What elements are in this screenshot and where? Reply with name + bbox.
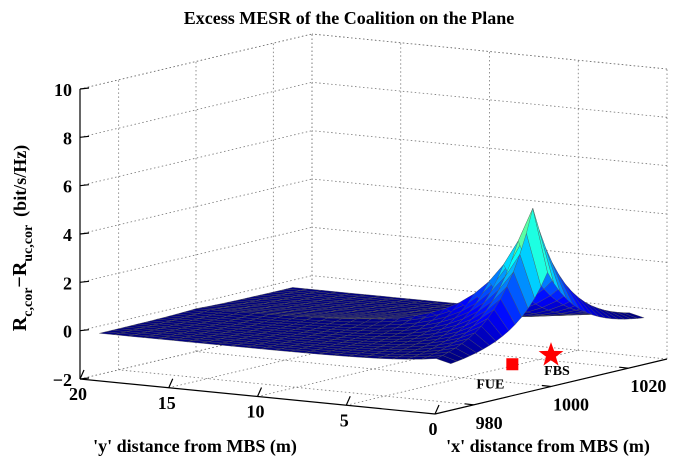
z-tick bbox=[79, 232, 90, 235]
z-tick-label: 4 bbox=[63, 225, 72, 245]
y-tick bbox=[434, 404, 440, 415]
z-tick bbox=[79, 377, 90, 380]
grid-line-top bbox=[79, 33, 313, 90]
x-tick-label: 980 bbox=[476, 413, 503, 433]
y-tick-label: 5 bbox=[340, 410, 349, 430]
z-tick bbox=[79, 87, 90, 90]
surface-patch bbox=[622, 312, 645, 319]
y-tick bbox=[345, 396, 351, 406]
z-label-sub2: uc,cor bbox=[21, 225, 36, 262]
marker-fbs bbox=[538, 342, 564, 366]
z-tick bbox=[79, 280, 90, 283]
surface-layer bbox=[99, 207, 645, 364]
z-tick-label: 0 bbox=[63, 322, 72, 342]
marker-label-fbs: FBS bbox=[544, 364, 570, 379]
z-axis-label: Rc,cor−Ruc,cor (bit/s/Hz) bbox=[9, 145, 36, 331]
grid-line-side-z bbox=[311, 33, 668, 70]
grid-line-back-z bbox=[79, 33, 313, 90]
x-tick-label: 1020 bbox=[630, 376, 666, 396]
y-tick-label: 10 bbox=[247, 402, 265, 422]
chart-title: Excess MESR of the Coalition on the Plan… bbox=[184, 8, 515, 28]
z-tick bbox=[79, 184, 90, 187]
z-label-sub1: c,cor bbox=[21, 288, 36, 317]
z-tick-label: 10 bbox=[54, 80, 72, 100]
grid-line-side-z bbox=[311, 81, 668, 118]
z-label-minus-r: −R bbox=[9, 261, 31, 287]
marker-layer: FUE FBS bbox=[476, 342, 570, 392]
marker-fue bbox=[506, 358, 519, 371]
grid-line-side-z bbox=[311, 275, 668, 312]
grid-line-side-z bbox=[311, 226, 668, 263]
y-tick bbox=[79, 369, 85, 380]
x-tick bbox=[619, 366, 629, 369]
grid-line-top bbox=[311, 33, 668, 70]
z-tick-label: 2 bbox=[63, 273, 72, 293]
z-tick-label: 6 bbox=[63, 177, 72, 197]
y-axis-label: 'y' distance from MBS (m) bbox=[93, 436, 297, 457]
z-tick-label: −2 bbox=[53, 370, 72, 390]
grid-line-floor-x bbox=[118, 369, 474, 406]
y-tick bbox=[256, 387, 263, 397]
x-tick-label: 1000 bbox=[553, 395, 589, 415]
z-label-unit: (bit/s/Hz) bbox=[10, 145, 31, 217]
x-tick bbox=[541, 384, 552, 388]
z-tick bbox=[79, 329, 90, 332]
z-tick bbox=[79, 135, 90, 138]
grid-line-side-z bbox=[311, 130, 668, 167]
x-axis-label: 'x' distance from MBS (m) bbox=[446, 436, 650, 457]
marker-label-fue: FUE bbox=[476, 377, 504, 392]
y-tick-label: 20 bbox=[69, 384, 87, 404]
grid-line-side-z bbox=[311, 178, 668, 215]
y-tick bbox=[168, 378, 174, 388]
z-label-r1: R bbox=[9, 316, 31, 331]
z-tick-label: 8 bbox=[63, 128, 72, 148]
y-tick-label: 15 bbox=[158, 393, 176, 413]
x-tick bbox=[464, 403, 474, 406]
y-tick-label: 0 bbox=[429, 419, 438, 439]
grid-line-floor-x bbox=[195, 351, 552, 387]
